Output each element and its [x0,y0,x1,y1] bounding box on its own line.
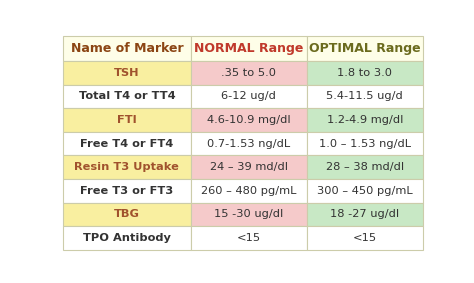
Text: 6-12 ug/d: 6-12 ug/d [221,91,276,101]
Text: TPO Antibody: TPO Antibody [83,233,171,243]
Text: NORMAL Range: NORMAL Range [194,42,303,55]
Bar [63,203,191,226]
Bar [191,155,307,179]
Bar [307,108,423,132]
Text: 24 – 39 md/dl: 24 – 39 md/dl [210,162,288,172]
Text: 4.6-10.9 mg/dl: 4.6-10.9 mg/dl [207,115,291,125]
Text: <15: <15 [237,233,261,243]
Bar [191,226,307,250]
Bar [63,85,191,108]
Bar [307,36,423,61]
Text: 260 – 480 pg/mL: 260 – 480 pg/mL [201,186,296,196]
Bar [191,179,307,203]
Bar [191,132,307,155]
Text: TBG: TBG [114,209,140,219]
Bar [307,179,423,203]
Text: 5.4-11.5 ug/d: 5.4-11.5 ug/d [327,91,403,101]
Bar [63,155,191,179]
Bar [191,85,307,108]
Text: OPTIMAL Range: OPTIMAL Range [309,42,420,55]
Text: 18 -27 ug/dl: 18 -27 ug/dl [330,209,400,219]
Text: FTI: FTI [117,115,137,125]
Text: Free T3 or FT3: Free T3 or FT3 [80,186,173,196]
Bar [307,132,423,155]
Text: 28 – 38 md/dl: 28 – 38 md/dl [326,162,404,172]
Bar [63,61,191,85]
Text: 1.0 – 1.53 ng/dL: 1.0 – 1.53 ng/dL [319,139,411,149]
Text: 1.2-4.9 mg/dl: 1.2-4.9 mg/dl [327,115,403,125]
Bar [307,203,423,226]
Bar [307,155,423,179]
Bar [191,203,307,226]
Text: TSH: TSH [114,68,139,78]
Bar [307,85,423,108]
Text: 1.8 to 3.0: 1.8 to 3.0 [337,68,392,78]
Text: 15 -30 ug/dl: 15 -30 ug/dl [214,209,283,219]
Bar [191,36,307,61]
Bar [191,61,307,85]
Text: 0.7-1.53 ng/dL: 0.7-1.53 ng/dL [207,139,290,149]
Text: .35 to 5.0: .35 to 5.0 [221,68,276,78]
Bar [307,61,423,85]
Text: Total T4 or TT4: Total T4 or TT4 [79,91,175,101]
Text: <15: <15 [353,233,377,243]
Text: Resin T3 Uptake: Resin T3 Uptake [74,162,179,172]
Bar [63,108,191,132]
Bar [63,132,191,155]
Bar [63,226,191,250]
Bar [191,108,307,132]
Bar [63,179,191,203]
Text: 300 – 450 pg/mL: 300 – 450 pg/mL [317,186,412,196]
Text: Name of Marker: Name of Marker [71,42,183,55]
Bar [307,226,423,250]
Bar [63,36,191,61]
Text: Free T4 or FT4: Free T4 or FT4 [80,139,173,149]
